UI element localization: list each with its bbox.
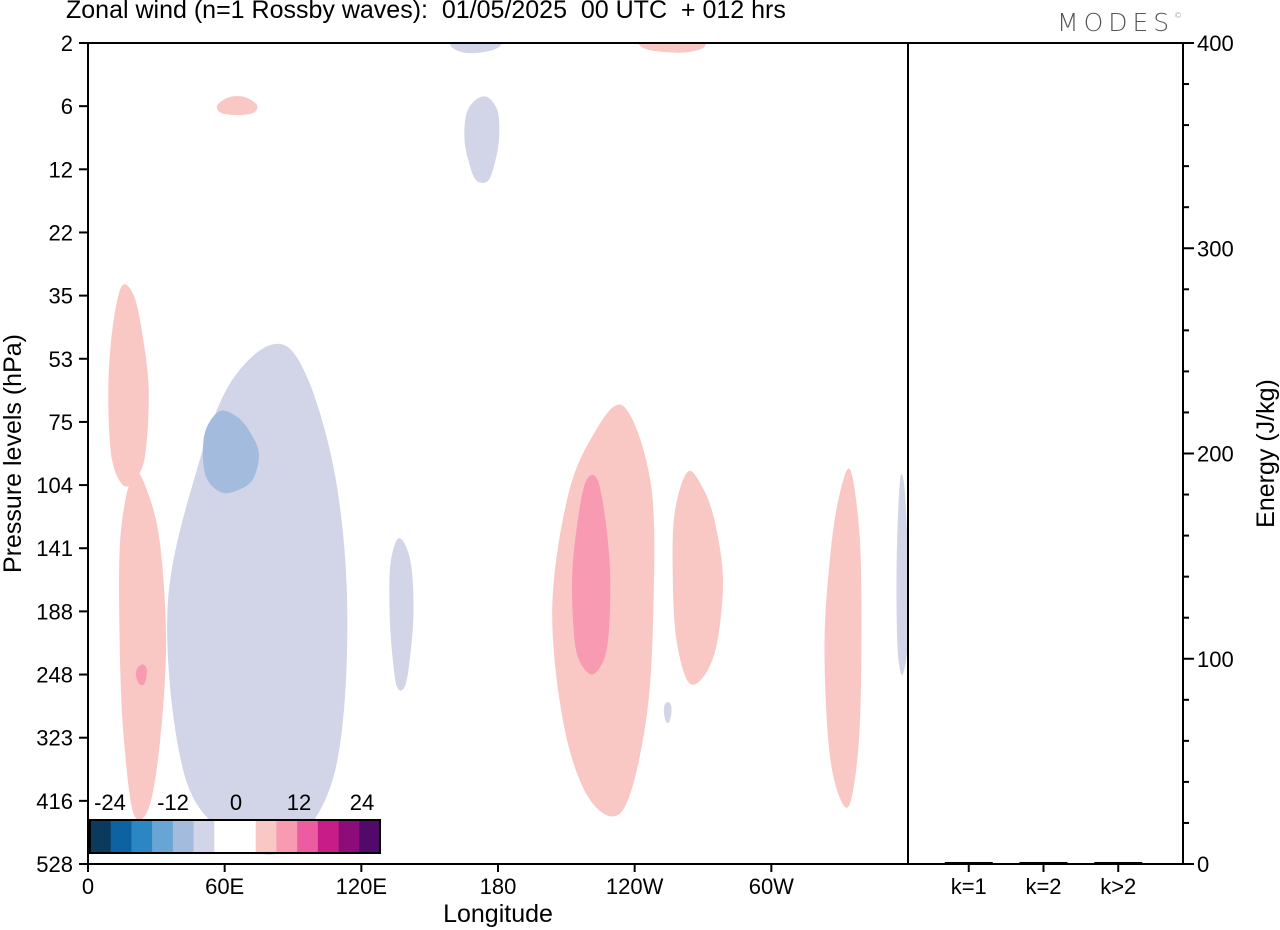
energy-bar-k>2 <box>1094 862 1143 864</box>
y-tick-label: 2 <box>61 31 73 56</box>
energy-tick-label: 0 <box>1197 852 1209 877</box>
contour-positive-0 <box>216 96 258 116</box>
y-tick-label: 6 <box>61 94 73 119</box>
y-tick-label: 141 <box>36 536 73 561</box>
chart-title: Zonal wind (n=1 Rossby waves): 01/05/202… <box>66 0 786 24</box>
contour-positive-3 <box>638 43 706 53</box>
contour-positive-14 <box>824 468 862 808</box>
x-axis-label: Longitude <box>443 900 553 928</box>
contour-positive-11 <box>572 474 611 675</box>
energy-category-label: k=1 <box>951 874 987 899</box>
y-tick-label: 104 <box>36 473 73 498</box>
colorbar-swatch <box>359 820 381 853</box>
y-tick-label: 248 <box>36 663 73 688</box>
colorbar-frame <box>89 819 381 854</box>
colorbar-swatch <box>193 820 215 853</box>
contour-negative-15 <box>896 474 908 676</box>
contour-negative-13 <box>663 701 672 723</box>
contour-negative-9 <box>389 538 414 691</box>
colorbar-swatch <box>110 820 132 853</box>
contour-positive-5 <box>119 470 167 821</box>
energy-tick-label: 300 <box>1197 236 1234 261</box>
contour-positive-4 <box>108 284 149 487</box>
x-tick-label: 0 <box>82 874 94 899</box>
logo-copyright-mark: © <box>1174 11 1183 20</box>
energy-category-label: k>2 <box>1100 874 1136 899</box>
x-tick-label: 120W <box>606 874 664 899</box>
contour-negative-1 <box>449 43 502 54</box>
colorbar-swatch <box>255 820 277 853</box>
y-tick-label: 323 <box>36 726 73 751</box>
contour-negative-7 <box>167 343 348 855</box>
colorbar-swatch <box>297 820 319 853</box>
contour-fills <box>108 43 908 855</box>
logo-text: MODES <box>1057 8 1175 37</box>
y-tick-label: 75 <box>49 410 73 435</box>
colorbar-tick-label: 24 <box>350 790 374 815</box>
contour-negative-2 <box>464 96 500 183</box>
colorbar-swatch <box>235 820 257 853</box>
colorbar-swatch <box>317 820 340 853</box>
contour-negative-8 <box>202 410 259 494</box>
x-tick-label: 60W <box>749 874 794 899</box>
y-tick-label: 416 <box>36 789 73 814</box>
energy-bar-k=2 <box>1019 862 1068 864</box>
colorbar-swatch <box>172 820 195 853</box>
colorbar-swatch <box>90 820 112 853</box>
colorbar-tick-label: 0 <box>230 790 242 815</box>
energy-tick-label: 200 <box>1197 442 1234 467</box>
contour-positive-12 <box>672 470 724 685</box>
energy-axis-label: Energy (J/kg) <box>1252 379 1280 528</box>
x-tick-label: 180 <box>480 874 517 899</box>
energy-tick-label: 100 <box>1197 647 1234 672</box>
y-tick-label: 12 <box>49 157 73 182</box>
y-tick-label: 35 <box>49 284 73 309</box>
y-tick-label: 22 <box>49 220 73 245</box>
colorbar: -24 -12 0 12 24 <box>89 790 381 854</box>
colorbar-swatch <box>214 820 236 853</box>
colorbar-swatch <box>338 820 360 853</box>
modes-logo: MODES© <box>1057 8 1182 37</box>
colorbar-tick-label: 12 <box>287 790 311 815</box>
y-tick-label: 528 <box>36 852 73 877</box>
energy-panel: 0 100 200 300 400 Energy (J/kg) k=1 k=2 k>2 <box>944 31 1280 899</box>
contour-positive-6 <box>135 664 147 686</box>
y-tick-label: 53 <box>49 347 73 372</box>
colorbar-tick-label: -24 <box>94 790 126 815</box>
colorbar-swatch <box>276 820 298 853</box>
energy-tick-label: 400 <box>1197 31 1234 56</box>
y-axis-label: Pressure levels (hPa) <box>0 334 27 573</box>
colorbar-swatch <box>131 820 153 853</box>
energy-category-label: k=2 <box>1025 874 1061 899</box>
colorbar-tick-label: -12 <box>157 790 189 815</box>
x-tick-label: 120E <box>336 874 387 899</box>
y-tick-label: 188 <box>36 599 73 624</box>
colorbar-swatch <box>152 820 174 853</box>
x-tick-label: 60E <box>205 874 244 899</box>
energy-bar-k=1 <box>944 862 993 864</box>
